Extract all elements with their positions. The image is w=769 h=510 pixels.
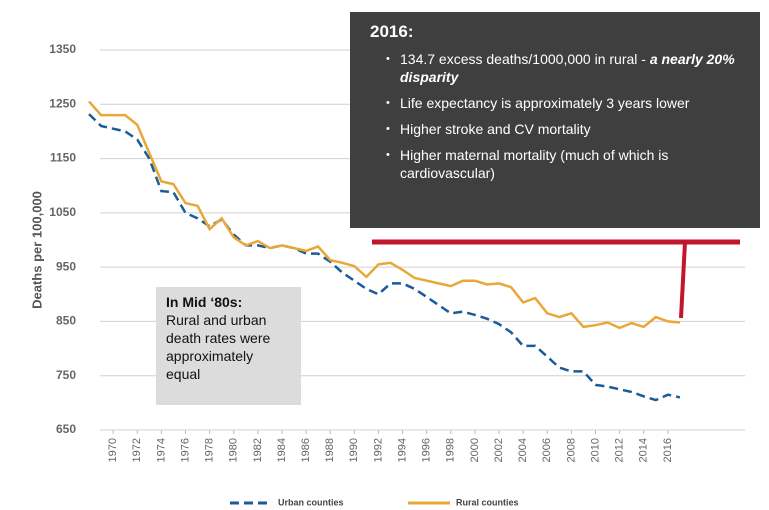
callout-box: 2016: 134.7 excess deaths/1000,000 in ru… <box>350 12 760 228</box>
y-tick-label: 750 <box>56 368 76 382</box>
x-tick-label: 1990 <box>348 438 360 462</box>
x-tick-label: 1974 <box>155 438 167 462</box>
legend-label: Urban counties <box>278 497 344 507</box>
x-tick-label: 2006 <box>541 438 553 462</box>
y-tick-label: 1250 <box>49 96 76 110</box>
x-tick-label: 2012 <box>614 438 626 462</box>
note-title: In Mid ‘80s: <box>166 294 243 310</box>
y-tick-label: 1350 <box>49 42 76 56</box>
x-tick-label: 1972 <box>131 438 143 462</box>
x-tick-label: 1970 <box>107 438 119 462</box>
note-box: In Mid ‘80s: Rural and urban death rates… <box>156 287 301 405</box>
x-tick-label: 2016 <box>662 438 674 462</box>
series-line <box>88 100 681 330</box>
bullet-text: Higher stroke and CV mortality <box>400 121 591 137</box>
callout-bullet: Higher stroke and CV mortality <box>386 120 740 138</box>
callout-title: 2016: <box>370 22 414 41</box>
x-tick-label: 1982 <box>252 438 264 462</box>
x-tick-label: 1996 <box>421 438 433 462</box>
x-tick-label: 1998 <box>445 438 457 462</box>
y-axis-label: Deaths per 100,000 <box>29 191 44 309</box>
series-line <box>88 113 681 402</box>
x-tick-label: 2014 <box>638 438 650 462</box>
bullet-text: 134.7 excess deaths/1000,000 in rural - <box>400 51 650 67</box>
x-tick-label: 1986 <box>300 438 312 462</box>
y-tick-label: 650 <box>56 422 76 436</box>
callout-bullet: 134.7 excess deaths/1000,000 in rural - … <box>386 50 740 86</box>
bullet-text: Higher maternal mortality (much of which… <box>400 147 669 181</box>
callout-bullet: Higher maternal mortality (much of which… <box>386 146 720 182</box>
x-tick-label: 2000 <box>469 438 481 462</box>
y-tick-label: 1050 <box>49 205 76 219</box>
note-text: Rural and urban death rates were approxi… <box>166 312 271 382</box>
x-tick-label: 1994 <box>396 438 408 462</box>
x-tick-label: 2002 <box>493 438 505 462</box>
y-tick-label: 1150 <box>50 151 76 165</box>
x-tick-label: 1984 <box>276 438 288 462</box>
legend-label: Rural counties <box>456 497 519 507</box>
y-tick-label: 850 <box>56 314 76 328</box>
disparity-bracket <box>372 239 740 319</box>
y-tick-label: 950 <box>56 259 76 273</box>
callout-bullet: Life expectancy is approximately 3 years… <box>386 94 740 112</box>
x-tick-label: 2008 <box>565 438 577 462</box>
x-tick-label: 1980 <box>228 438 240 462</box>
callout-list: 134.7 excess deaths/1000,000 in rural - … <box>370 50 740 182</box>
x-tick-label: 2010 <box>589 438 601 462</box>
x-tick-label: 1988 <box>324 438 336 462</box>
x-tick-label: 1978 <box>204 438 216 462</box>
bullet-emphasis: a nearly 20% disparity <box>400 51 735 85</box>
bullet-text: Life expectancy is approximately 3 years… <box>400 95 690 111</box>
x-tick-label: 1992 <box>372 438 384 462</box>
x-tick-label: 1976 <box>179 438 191 462</box>
x-tick-label: 2004 <box>517 438 529 462</box>
